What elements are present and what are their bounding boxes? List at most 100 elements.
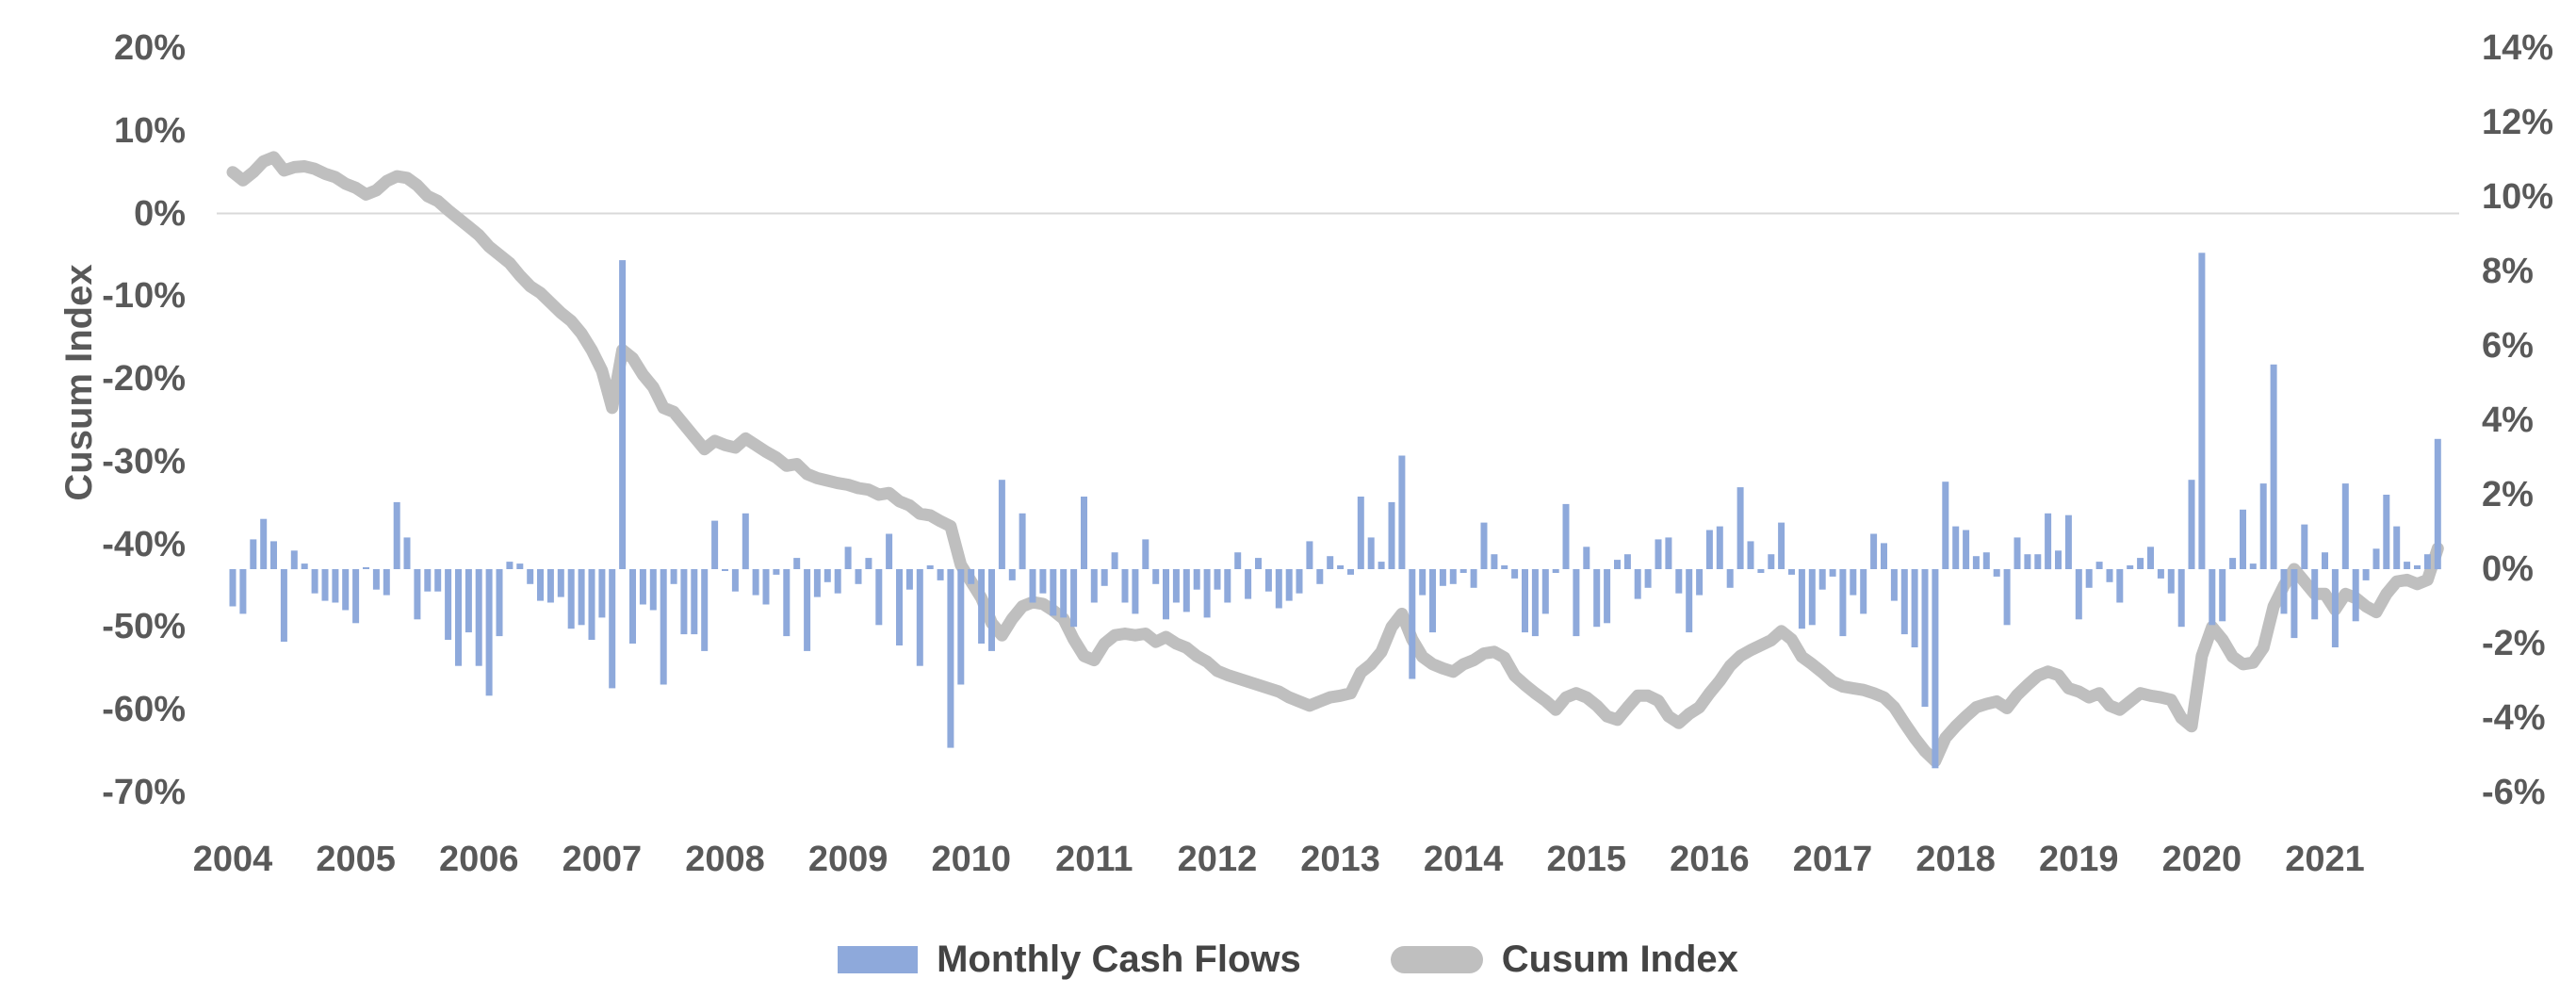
cashflow-bar [1060,569,1068,618]
cashflow-bar [332,569,339,603]
cashflow-bar [1163,569,1169,620]
cashflow-bar [2095,562,2103,569]
cashflow-bar [546,569,554,603]
cashflow-bar [742,513,749,570]
right-axis-tick--2%: -2% [2482,624,2546,663]
cashflow-bar [2331,569,2339,647]
cashflow-bar [1491,554,1498,569]
cashflow-bar [1623,554,1631,569]
cashflow-bar [2127,565,2134,569]
cashflow-bar [496,569,503,637]
cashflow-bar [383,569,390,596]
right-axis-tick--6%: -6% [2482,773,2546,812]
cashflow-bar [527,569,534,584]
right-axis-tick-0%: 0% [2482,549,2534,589]
cashflow-bar [372,569,380,590]
cashflow-bar [2106,569,2113,582]
year-label-2016: 2016 [1670,840,1750,879]
cashflow-bar [1070,569,1078,628]
cashflow-bar [2024,554,2031,569]
cashflow-bar [1726,569,1734,588]
year-label-2008: 2008 [685,840,765,879]
cashflow-bar [1378,562,1385,569]
cashflow-bar [363,567,369,569]
cashflow-bar [793,558,801,569]
cashflow-bar [1993,569,2000,577]
cashflow-bar [844,547,852,569]
cashflow-bar [1275,569,1282,609]
cashflow-bar [1152,569,1160,584]
cashflow-bar [639,569,646,605]
cashflow-bar [2311,569,2319,620]
cashflow-bar [1604,569,1611,624]
cashflow-bar [1942,482,1949,569]
cashflow-bar [2147,547,2154,569]
left-axis-tick--40%: -40% [102,524,186,564]
cashflow-bar [2414,565,2421,569]
cashflow-bar [1972,556,1980,569]
cashflow-bar [2085,569,2093,588]
right-axis-tick-12%: 12% [2482,103,2554,142]
cashflow-bar [1347,569,1354,575]
cashflow-bar [834,569,841,594]
cashflow-bar [1696,569,1704,596]
cashflow-bar [711,520,719,569]
cashflow-bar [2249,563,2257,569]
right-axis-tick-10%: 10% [2482,177,2554,217]
cashflow-bar [691,569,698,635]
left-axis-tick--30%: -30% [102,441,186,482]
cashflow-bar [280,569,287,642]
cashflow-bar [916,569,923,666]
left-axis-tick--60%: -60% [102,690,186,730]
cashflow-bar [1008,569,1016,580]
cashflow-bar [1890,569,1898,601]
cashflow-bar [823,569,831,582]
cashflow-bar [947,569,954,748]
cashflow-bar [1768,554,1775,569]
cashflow-bar [1808,569,1816,626]
cashflow-bar [2064,514,2072,569]
cashflow-bar [342,569,350,611]
cashflow-bar [2014,537,2021,569]
cashflow-bar [352,569,360,624]
year-label-2021: 2021 [2285,840,2365,879]
cashflow-bar [978,569,986,644]
cashflow-bar [1675,569,1683,594]
cashflow-bar [1522,569,1528,633]
cashflow-bar [1552,569,1559,573]
left-axis-tick--70%: -70% [102,773,186,812]
cashflow-bar [1860,569,1867,614]
cashflow-bar [1757,569,1765,573]
cashflow-bar [1850,569,1857,596]
cashflow-bar [403,537,411,569]
cashflow-bar [1705,530,1713,569]
cashflow-bar [1963,530,1970,569]
cashflow-bar [1172,569,1180,603]
cashflow-bar [1736,487,1744,569]
cashflow-bar [722,569,728,571]
cashflow-bar [2055,550,2062,570]
cashflow-bar [2188,480,2195,569]
cashflow-bar [1306,541,1313,569]
cashflow-bar [516,563,524,569]
cashflow-bar [957,569,965,685]
right-axis-tick-4%: 4% [2482,400,2534,440]
cashflow-bar [455,569,462,666]
cashflow-bar [1142,539,1149,569]
cashflow-bar [998,480,1005,569]
year-label-2015: 2015 [1546,840,1627,879]
cashflow-bar [2423,554,2431,569]
cashflow-bar [2137,558,2144,569]
cashflow-bar [2434,438,2441,570]
cashflow-bar [1470,569,1477,588]
cashflow-bar [567,569,575,629]
cashflow-bar [968,569,975,584]
year-label-2007: 2007 [562,840,643,879]
cashflow-bar [1573,569,1580,637]
cashflow-bar [2372,548,2380,569]
cashflow-bar [752,569,759,596]
cashflow-bar [1214,569,1221,590]
cashflow-bar [2045,513,2052,570]
cashflow-bar [1121,569,1129,603]
cashflow-bar [1367,537,1375,569]
